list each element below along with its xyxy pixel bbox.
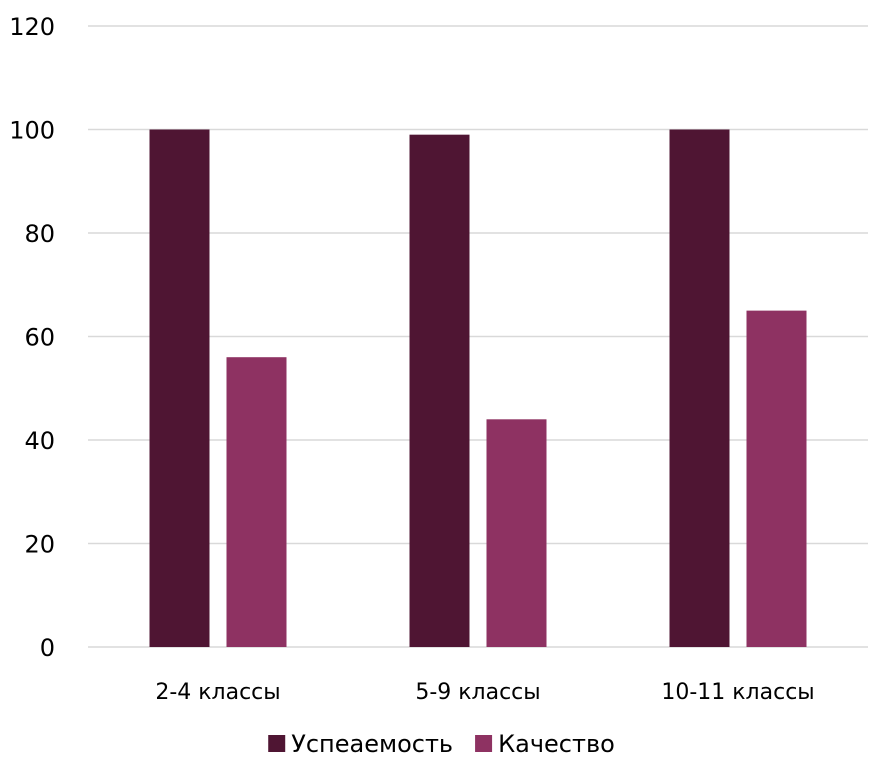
x-axis-categories: 2-4 классы 5-9 классы 10-11 классы (155, 680, 814, 705)
y-tick-label: 100 (9, 117, 55, 145)
legend-swatch (268, 735, 286, 752)
bar-kachestvo-1 (486, 419, 547, 647)
bars (149, 129, 807, 648)
y-tick-label: 60 (24, 324, 55, 352)
bar-kachestvo-2 (746, 310, 807, 647)
legend: Успеаемость Качество (268, 730, 615, 758)
y-tick-label: 20 (24, 531, 55, 559)
legend-label: Успеаемость (291, 730, 453, 758)
x-category-label: 10-11 классы (661, 680, 814, 705)
y-tick-label: 0 (40, 634, 55, 662)
bar-uspevaemost-1 (409, 134, 470, 648)
gridlines (88, 25, 868, 648)
x-category-label: 5-9 классы (415, 680, 540, 705)
y-tick-label: 120 (9, 13, 55, 41)
y-axis-ticks: 0 20 40 60 80 100 120 (9, 13, 55, 662)
y-tick-label: 80 (24, 220, 55, 248)
bar-kachestvo-0 (226, 357, 287, 647)
legend-swatch (475, 735, 493, 752)
bar-uspevaemost-0 (149, 129, 210, 647)
legend-label: Качество (498, 730, 615, 758)
x-category-label: 2-4 классы (155, 680, 280, 705)
y-tick-label: 40 (24, 427, 55, 455)
bar-uspevaemost-2 (669, 129, 730, 647)
